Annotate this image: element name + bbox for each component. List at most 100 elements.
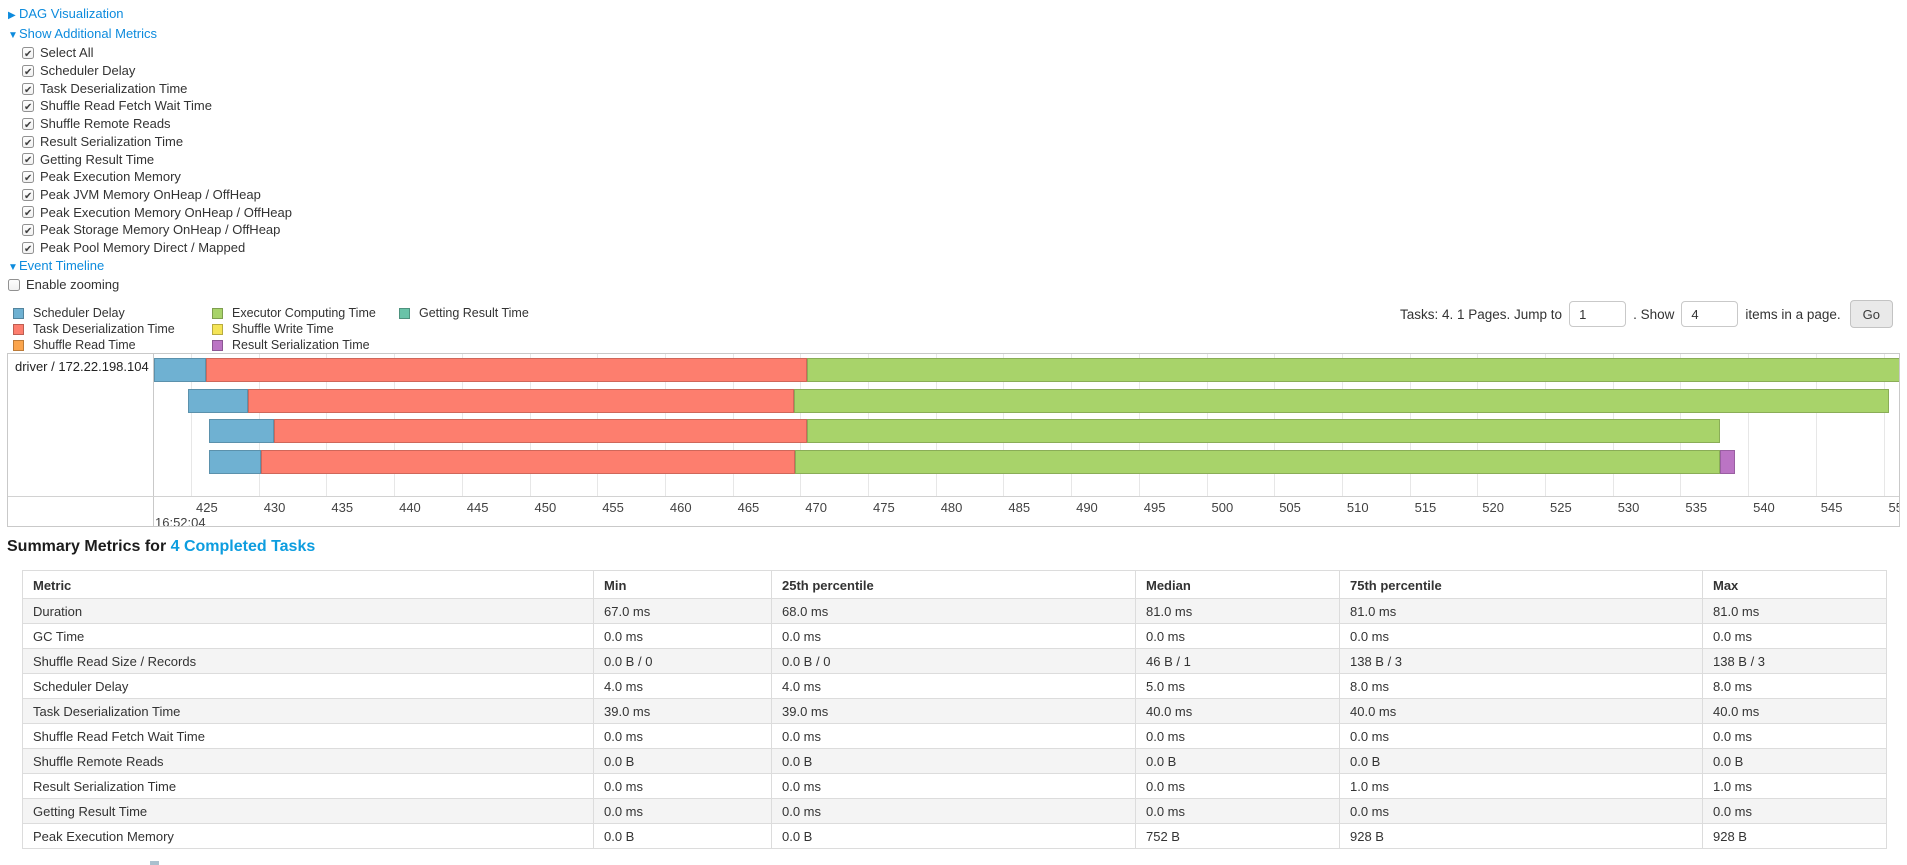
summary-table-row: GC Time 0.0 ms 0.0 ms 0.0 ms 0.0 ms 0.0 ms [22, 623, 1887, 649]
task-bar [8, 449, 1899, 474]
checkbox-checked-icon[interactable] [22, 117, 34, 135]
dag-visualization-toggle[interactable]: ▶ DAG Visualization [8, 5, 292, 25]
metric-checkbox-item[interactable]: Task Deserialization Time [8, 80, 292, 99]
legend-swatch-icon [13, 323, 24, 335]
metric-checkbox-item[interactable]: Getting Result Time [8, 151, 292, 170]
checkbox-checked-icon[interactable] [22, 152, 34, 170]
metric-name-cell: Task Deserialization Time [22, 698, 594, 724]
metric-value-cell: 0.0 B / 0 [771, 648, 1136, 674]
metric-checkbox-label: Select All [40, 45, 94, 61]
metric-checkbox-item[interactable]: Peak Pool Memory Direct / Mapped [8, 239, 292, 259]
executor-computing-segment [807, 419, 1720, 443]
metric-checkbox-label: Peak Execution Memory OnHeap / OffHeap [40, 204, 292, 220]
checkbox-checked-icon[interactable] [22, 64, 34, 82]
metric-name-cell: Getting Result Time [22, 798, 594, 824]
metric-name-cell: Duration [22, 598, 594, 624]
summary-column-header: Max [1702, 570, 1887, 599]
checkbox-checked-icon[interactable] [22, 82, 34, 99]
show-additional-metrics-toggle[interactable]: ▼Show Additional Metrics [8, 25, 292, 45]
metric-value-cell: 46 B / 1 [1135, 648, 1340, 674]
checkbox-checked-icon[interactable] [22, 99, 34, 117]
checkbox-checked-icon[interactable] [22, 223, 34, 241]
pagination-suffix: items in a page. [1745, 306, 1841, 322]
enable-zooming-checkbox[interactable] [8, 279, 20, 292]
items-per-page-input[interactable] [1681, 301, 1739, 327]
checkbox-checked-icon[interactable] [22, 205, 34, 223]
axis-gridline [191, 354, 192, 496]
metric-checkbox-item[interactable]: Result Serialization Time [8, 133, 292, 152]
summary-metrics-table: Metric Min 25th percentile Median 75th perce… [22, 570, 1887, 849]
metric-checkbox-item[interactable]: Peak Storage Memory OnHeap / OffHeap [8, 221, 292, 241]
jump-to-page-input[interactable] [1569, 301, 1627, 327]
checkbox-checked-icon[interactable] [22, 188, 34, 205]
metric-checkbox-label: Peak Storage Memory OnHeap / OffHeap [40, 222, 281, 238]
metric-value-cell: 67.0 ms [593, 598, 772, 624]
metric-checkbox-item[interactable]: Peak JVM Memory OnHeap / OffHeap [8, 186, 292, 205]
summary-table-row: Duration 67.0 ms 68.0 ms 81.0 ms 81.0 ms 81.0… [22, 598, 1887, 624]
metric-value-cell: 4.0 ms [771, 673, 1136, 699]
axis-tick-label: 475 [873, 500, 895, 515]
metric-value-cell: 0.0 ms [1135, 798, 1340, 824]
scheduler-delay-segment [208, 449, 262, 474]
metric-value-cell: 81.0 ms [1135, 598, 1340, 624]
task-pagination: Tasks: 4. 1 Pages. Jump to . Show items … [1400, 299, 1893, 329]
metric-name-cell: Scheduler Delay [22, 673, 594, 699]
legend-label: Shuffle Read Time [33, 338, 136, 352]
metric-checkbox-item[interactable]: Peak Execution Memory [8, 168, 292, 188]
legend-swatch-icon [212, 307, 223, 319]
axis-gridline [1815, 354, 1817, 496]
checkbox-checked-icon[interactable] [22, 46, 34, 64]
task-bar [8, 358, 1899, 382]
metric-name-cell: Shuffle Remote Reads [22, 748, 594, 774]
axis-start-time: 16:52:04 [155, 515, 206, 527]
go-button[interactable]: Go [1849, 300, 1893, 328]
metric-value-cell: 0.0 B [593, 823, 772, 849]
metric-value-cell: 0.0 B [593, 748, 772, 774]
axis-tick-label: 435 [331, 500, 354, 515]
checkbox-checked-icon[interactable] [22, 135, 34, 152]
caret-right-icon: ▶ [8, 10, 16, 21]
metric-value-cell: 0.0 ms [771, 773, 1136, 799]
summary-column-header: Min [593, 570, 772, 599]
summary-column-header: 75th percentile [1339, 570, 1703, 599]
metric-checkbox-item[interactable]: Peak Execution Memory OnHeap / OffHeap [8, 204, 292, 223]
checkbox-checked-icon[interactable] [22, 241, 34, 259]
axis-tick-label: 510 [1346, 500, 1369, 515]
metric-checkbox-item[interactable]: Shuffle Remote Reads [8, 115, 292, 135]
axis-divider [8, 496, 1899, 497]
summary-table-header-row: Metric Min 25th percentile Median 75th perce… [22, 570, 1887, 599]
stage-controls: ▶ DAG Visualization ▼Show Additional Metr… [8, 5, 292, 294]
event-timeline-chart: driver / 172.22.198.104 425 430 435 440 445 4… [7, 353, 1900, 527]
summary-table-row: Result Serialization Time 0.0 ms 0.0 ms 0.0… [22, 773, 1887, 799]
event-timeline-toggle[interactable]: ▼Event Timeline [8, 257, 292, 277]
legend-item: Scheduler Delay [13, 305, 212, 321]
enable-zooming-checkbox-row[interactable]: Enable zooming [8, 276, 292, 294]
axis-tick-label: 535 [1685, 500, 1708, 515]
metric-value-cell: 0.0 ms [771, 723, 1136, 749]
summary-table-row: Shuffle Read Fetch Wait Time 0.0 ms 0.0 ms… [22, 723, 1887, 749]
metric-checkbox-item[interactable]: Shuffle Read Fetch Wait Time [8, 97, 292, 117]
legend-label: Getting Result Time [419, 306, 529, 320]
axis-tick-label: 545 [1820, 500, 1843, 515]
metric-value-cell: 1.0 ms [1339, 773, 1703, 799]
legend-swatch-icon [212, 323, 223, 335]
legend-label: Executor Computing Time [232, 306, 376, 320]
legend-swatch-icon [13, 307, 24, 319]
summary-table-row: Shuffle Remote Reads 0.0 B 0.0 B 0.0 B 0.0 B… [22, 748, 1887, 774]
completed-tasks-link[interactable]: 4 Completed Tasks [170, 538, 316, 555]
metric-value-cell: 928 B [1702, 823, 1887, 849]
axis-gridline [1748, 354, 1750, 496]
metric-value-cell: 39.0 ms [593, 698, 772, 724]
metric-checkbox-item[interactable]: Scheduler Delay [8, 62, 292, 82]
checkbox-checked-icon[interactable] [22, 170, 34, 188]
axis-tick-label: 440 [399, 500, 421, 515]
metric-checkbox-label: Getting Result Time [40, 151, 155, 167]
metric-value-cell: 0.0 ms [771, 623, 1136, 649]
metric-value-cell: 0.0 B / 0 [593, 648, 772, 674]
metric-value-cell: 0.0 B [1135, 748, 1340, 774]
axis-tick-label: 515 [1414, 500, 1437, 515]
axis-tick-label: 480 [940, 500, 963, 515]
executor-computing-segment [793, 388, 1889, 413]
metric-value-cell: 0.0 ms [1702, 623, 1887, 649]
metric-checkbox-item[interactable]: Select All [8, 44, 292, 64]
